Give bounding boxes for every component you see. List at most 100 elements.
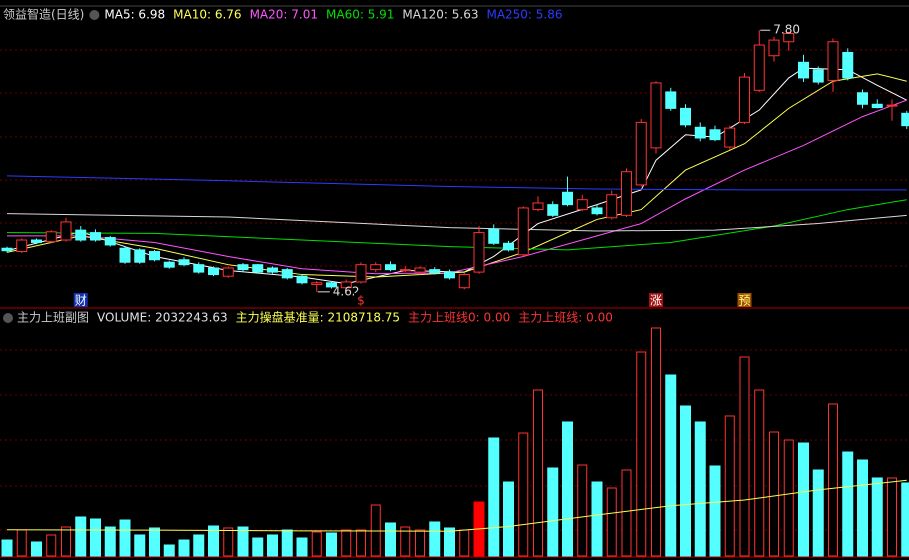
volume-bar <box>326 532 337 557</box>
candle-body <box>414 267 426 273</box>
legend-label: VOLUME: 2032243.63 <box>97 311 228 325</box>
ma-line <box>6 199 907 251</box>
volume-bar <box>61 526 71 557</box>
candle-body <box>311 282 323 285</box>
volume-bar <box>562 421 573 557</box>
marker-label: 财 <box>75 294 87 308</box>
volume-bar <box>857 459 868 557</box>
volume-bar <box>621 469 632 557</box>
candle-body <box>606 194 618 219</box>
volume-bar <box>223 527 234 557</box>
candle-body <box>163 261 175 268</box>
candle-body <box>385 264 396 271</box>
candle-body <box>798 61 809 79</box>
candle-body <box>237 264 249 271</box>
volume-bar <box>651 327 661 557</box>
volume-bar <box>769 431 779 557</box>
volume-bar <box>636 351 647 557</box>
candle-body <box>827 41 839 81</box>
volume-bar <box>134 534 146 557</box>
volume-bar <box>503 481 514 557</box>
candle-body <box>576 199 588 211</box>
candle-body <box>488 228 500 244</box>
candle-body <box>355 264 367 283</box>
legend-label: MA5: 6.98 <box>104 8 165 22</box>
volume-bar <box>119 519 131 557</box>
volume-bar <box>104 526 116 557</box>
candle-body <box>665 91 677 109</box>
candle-body <box>517 207 529 256</box>
legend-label: 主力上班线: 0.00 <box>518 311 613 325</box>
candle-body <box>119 247 131 263</box>
ma-line <box>6 175 907 191</box>
marker-label: 预 <box>738 294 750 308</box>
candle-body <box>1 247 13 252</box>
marker-label: 涨 <box>650 293 662 308</box>
candle-body <box>901 112 909 127</box>
candle-body <box>296 275 308 284</box>
candle-body <box>842 51 854 79</box>
candle-body <box>104 237 116 246</box>
candle-body <box>267 267 278 273</box>
volume-bar <box>754 389 765 557</box>
marker-box <box>73 293 88 307</box>
candle-body <box>562 191 573 206</box>
volume-bar <box>16 529 27 557</box>
volume-bar <box>887 477 897 557</box>
baseline-volume-line <box>6 479 907 532</box>
candle-body <box>340 281 352 289</box>
legend-label: MA120: 5.63 <box>402 8 478 22</box>
volume-bar <box>163 544 175 557</box>
candle-body <box>326 282 337 288</box>
candle-body <box>429 269 441 274</box>
volume-bar <box>281 529 293 557</box>
legend-label: 主力上班线0: 0.00 <box>408 311 510 325</box>
candle-body <box>193 264 205 273</box>
candle-body <box>739 76 750 123</box>
candle-body <box>547 204 559 216</box>
volume-bar <box>871 477 883 557</box>
legend-label: MA10: 6.76 <box>173 8 241 22</box>
volume-bar <box>533 389 543 557</box>
volume-bar <box>178 539 190 557</box>
legend-label: MA250: 5.86 <box>486 8 562 22</box>
volume-bar <box>606 487 617 557</box>
candle-body <box>444 271 455 279</box>
candle-body <box>621 171 632 216</box>
volume-bar <box>901 482 909 557</box>
marker-box <box>354 293 368 307</box>
candle-body <box>75 229 87 241</box>
volume-bar <box>665 374 677 557</box>
candle-body <box>635 121 647 186</box>
volume-bar <box>296 537 308 557</box>
legend-label: 主力操盘基准量: 2108718.75 <box>236 310 400 325</box>
volume-bar <box>267 534 278 557</box>
candle-body <box>399 269 411 272</box>
legend-label: MA60: 5.91 <box>326 8 394 22</box>
sub-icon[interactable] <box>3 313 13 323</box>
candle-body <box>768 39 780 57</box>
volume-bar <box>783 439 794 557</box>
candle-body <box>680 107 691 126</box>
volume-bar <box>1 539 13 557</box>
candle-body <box>252 264 264 273</box>
candle-body <box>503 242 514 251</box>
volume-bar <box>429 521 441 557</box>
volume-bar <box>208 525 219 557</box>
candle-body <box>90 232 101 241</box>
volume-bar <box>680 405 691 557</box>
candle-body <box>783 33 795 43</box>
candle-body <box>281 269 293 279</box>
volume-bar <box>488 437 500 557</box>
volume-bar <box>709 465 721 557</box>
volume-bar <box>415 529 425 557</box>
volume-bar <box>400 526 411 557</box>
candle-body <box>886 104 898 107</box>
candle-body <box>709 129 721 141</box>
volume-bar <box>31 541 42 557</box>
volume-bar <box>252 537 264 557</box>
annotation-label: 7.80 <box>773 23 800 37</box>
volume-bar <box>798 442 809 557</box>
